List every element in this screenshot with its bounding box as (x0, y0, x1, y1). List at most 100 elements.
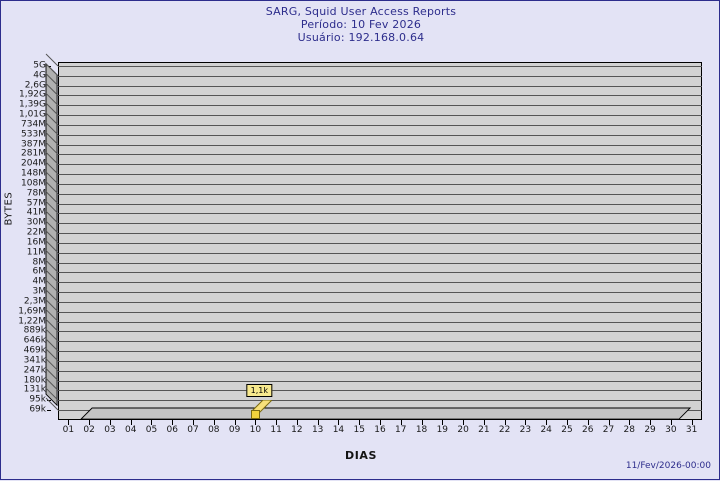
y-axis-tick-label: 16M (26, 237, 46, 248)
gridline-wall (45, 289, 59, 303)
gridline (58, 223, 702, 225)
x-axis-tick-mark (650, 420, 652, 425)
plot-floor-3d (79, 407, 692, 420)
x-axis-tick-label: 19 (436, 425, 449, 435)
gridline (58, 331, 702, 333)
gridline-wall (45, 63, 59, 77)
y-axis-tick-label: 8M (32, 257, 47, 268)
y-axis-tick-label: 889k (23, 325, 46, 336)
gridline-wall (45, 73, 59, 87)
x-axis-tick-label: 30 (665, 425, 677, 435)
gridline-wall (45, 368, 59, 381)
y-axis-tick-label: 6M (32, 266, 47, 277)
x-axis-tick-label: 22 (498, 425, 511, 435)
x-axis-tick-mark (608, 420, 610, 425)
y-axis-tick-label: 1,69M (18, 306, 46, 317)
plot-area: 1,1k (45, 53, 702, 420)
gridline-wall (45, 102, 59, 116)
y-axis-tick-label: 180k (23, 375, 46, 385)
gridline-wall (45, 299, 59, 313)
y-axis-tick-label: 1,92G (18, 89, 46, 100)
y-axis-tick-label: 1,01G (18, 109, 46, 120)
y-axis-tick-label: 78M (26, 188, 46, 199)
y-axis-tick-label: 95k (29, 394, 46, 405)
gridline (58, 154, 702, 156)
gridline-wall (45, 250, 59, 263)
gridline (58, 292, 702, 294)
gridline-wall (45, 161, 59, 175)
x-axis-tick-label: 11 (270, 425, 282, 435)
gridline (58, 233, 702, 235)
gridline (58, 321, 702, 323)
x-axis-tick-label: 10 (249, 425, 262, 435)
x-axis-tick-mark (442, 420, 444, 425)
gridline (58, 311, 702, 313)
x-axis-tick-labels: 01 02 03 04 05 06 07 08 09 10 11 12 13 14 15 16 17 18 19 20… (1, 420, 720, 439)
gridline (58, 282, 702, 284)
x-axis-tick-mark (566, 420, 568, 425)
gridline (58, 272, 702, 274)
gridline-wall (45, 279, 59, 293)
gridline-wall (45, 338, 59, 352)
x-axis-tick-label: 31 (685, 425, 698, 435)
x-axis-tick-mark (504, 420, 506, 425)
x-axis-tick-mark (89, 420, 91, 425)
x-axis-tick-mark (213, 420, 215, 425)
gridline-wall (45, 142, 59, 155)
gridline-wall (45, 83, 59, 96)
gridline-wall (45, 328, 59, 342)
y-axis-tick-label: 41M (26, 207, 46, 218)
x-axis-tick-label: 05 (145, 425, 158, 435)
x-axis-tick-mark (151, 420, 153, 425)
x-axis-tick-mark (338, 420, 340, 425)
x-axis-tick-mark (483, 420, 485, 425)
y-axis-tick-label: 5G (33, 60, 46, 71)
y-axis-tick-label: 4G (33, 70, 46, 81)
chart-title: SARG, Squid User Access Reports (265, 5, 457, 18)
gridline (58, 262, 702, 264)
gridline-wall (45, 151, 59, 165)
gridline-wall (45, 240, 59, 254)
gridline-wall (45, 132, 59, 145)
x-axis-tick-mark (296, 420, 298, 425)
gridline-wall (45, 210, 59, 224)
x-axis-tick-label: 08 (208, 425, 220, 435)
x-axis-tick-label: 28 (623, 425, 636, 435)
x-axis-tick-label: 24 (540, 425, 552, 435)
y-axis-tick-label: 204M (21, 158, 46, 169)
gridline-wall (45, 53, 59, 67)
x-axis-tick-label: 25 (561, 425, 573, 435)
x-axis-tick-label: 21 (478, 425, 490, 435)
x-axis-tick-label: 06 (166, 425, 178, 435)
bar-value-label: 1,1k (246, 384, 273, 397)
y-axis-tick-label: 387M (21, 139, 46, 150)
x-axis-tick-mark (234, 420, 236, 425)
x-axis-tick-mark (68, 420, 70, 425)
gridline (58, 134, 702, 136)
x-axis-tick-label: 03 (104, 425, 116, 435)
x-axis-tick-mark (587, 420, 589, 425)
gridline (58, 301, 702, 303)
x-axis-tick-label: 18 (415, 425, 428, 435)
gridline (58, 380, 702, 382)
x-axis-tick-label: 13 (311, 425, 324, 435)
x-axis-tick-mark (463, 420, 465, 425)
x-axis-tick-label: 12 (291, 425, 303, 435)
x-axis-tick-mark (359, 420, 361, 425)
chart-period: Período: 10 Fev 2026 (300, 18, 422, 31)
y-axis-tick-labels: 5G 4G 2,6G 1,92G 1,39G 1,01G 734M 533M 387M 281M 2… (1, 1, 57, 481)
x-axis-tick-mark (380, 420, 381, 425)
gridline (58, 360, 702, 362)
gridline (58, 203, 702, 205)
y-axis-tick-label: 148M (21, 168, 46, 179)
y-axis-tick-label: 646k (23, 335, 46, 346)
bar[interactable] (250, 410, 260, 419)
y-axis-tick-label: 3M (32, 286, 47, 297)
chart-user: Usuário: 192.168.0.64 (297, 31, 425, 44)
gridline (58, 341, 702, 343)
gridline (58, 105, 702, 107)
x-axis-tick-mark (130, 420, 132, 425)
gridline-wall (45, 260, 59, 273)
x-axis-tick-label: 01 (62, 425, 75, 435)
